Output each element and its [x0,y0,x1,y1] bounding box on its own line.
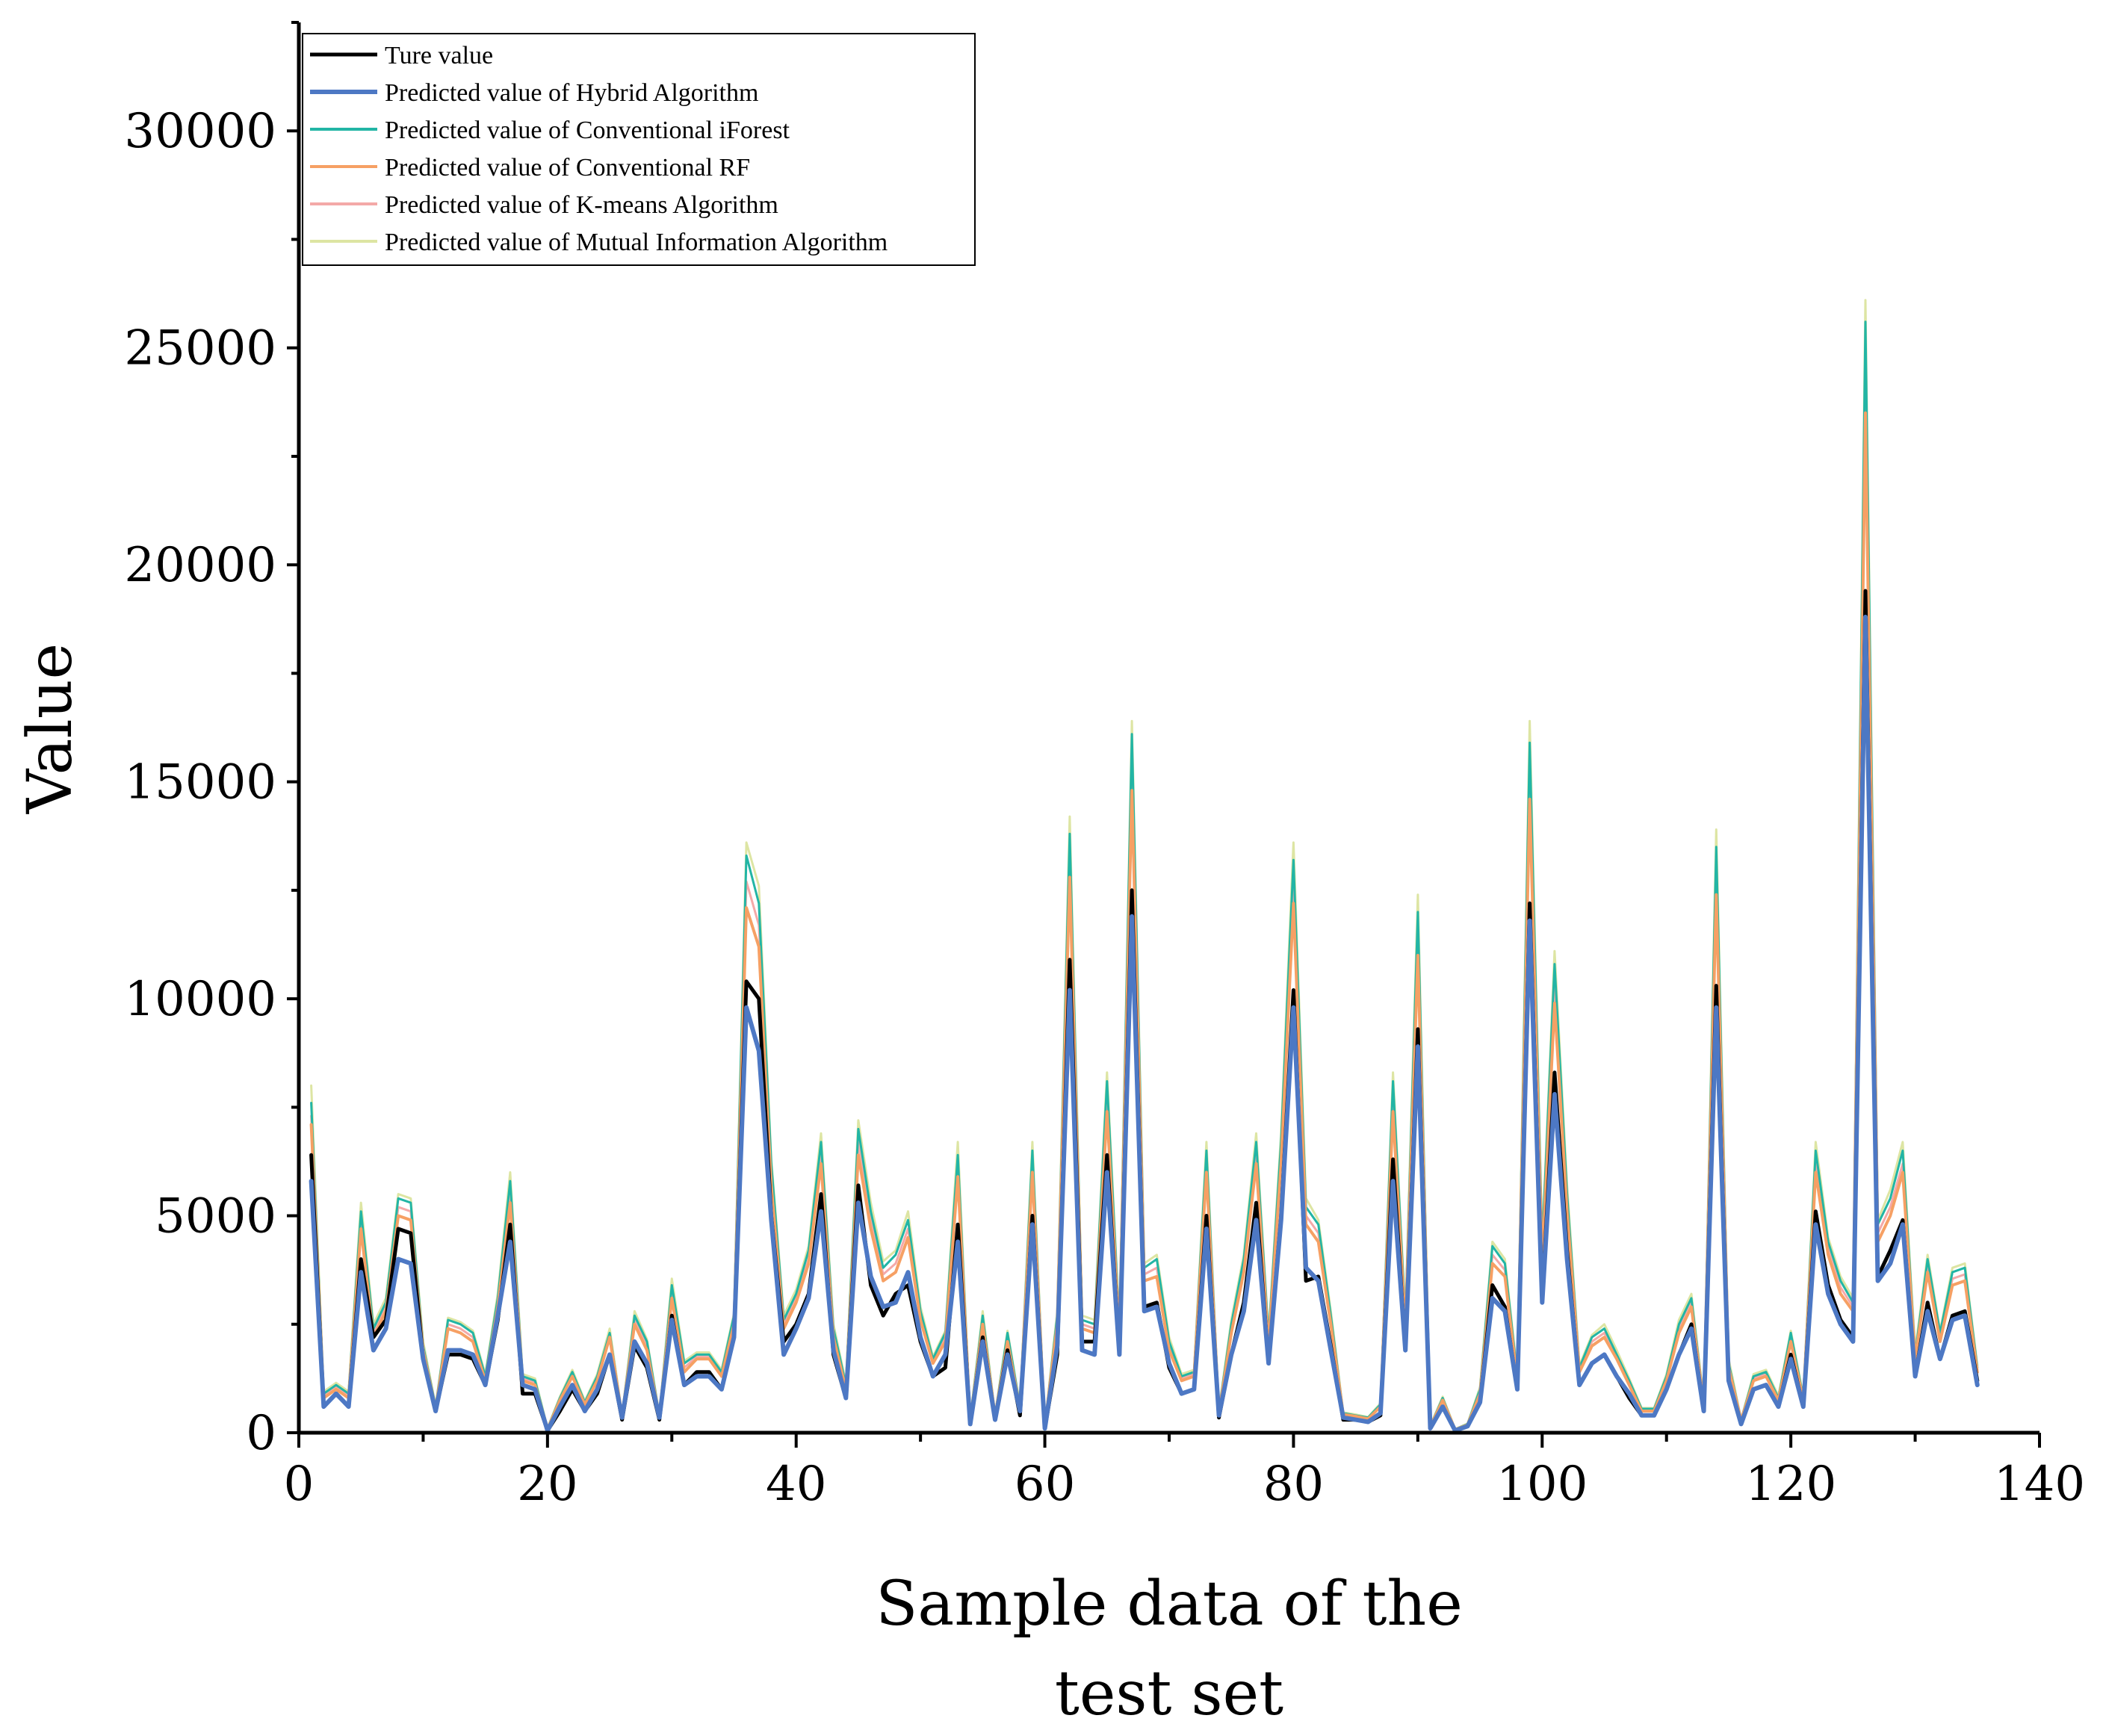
legend-label-3: Predicted value of Conventional RF [385,154,750,182]
y-tick-label: 0 [246,1406,276,1461]
x-tick-label: 100 [1496,1457,1588,1512]
x-axis-title-line-1: Sample data of the [876,1569,1463,1640]
x-axis-title-line-2: test set [1055,1658,1283,1729]
y-tick-label: 25000 [124,321,276,376]
y-tick-label: 20000 [124,538,276,593]
x-tick-label: 40 [766,1457,826,1512]
y-tick-label: 5000 [155,1189,276,1244]
series-line-1 [309,614,1980,1433]
x-tick-label: 60 [1015,1457,1075,1512]
legend-label-4: Predicted value of K-means Algorithm [385,191,778,219]
legend: Ture value Predicted value of Hybrid Algo… [302,33,976,266]
y-axis-title: Value [15,643,86,814]
legend-label-5: Predicted value of Mutual Information Al… [385,229,888,256]
legend-box [302,33,976,266]
x-tick-label: 0 [284,1457,315,1512]
legend-label-0: Ture value [385,42,493,69]
legend-label-2: Predicted value of Conventional iForest [385,117,790,144]
x-tick-label: 80 [1263,1457,1324,1512]
legend-label-1: Predicted value of Hybrid Algorithm [385,79,758,107]
series-layer [309,299,1980,1433]
x-tick-label: 120 [1745,1457,1836,1512]
y-tick-label: 15000 [124,755,276,810]
x-tick-label: 20 [517,1457,577,1512]
y-tick-label: 30000 [124,104,276,159]
x-tick-label: 140 [1994,1457,2085,1512]
y-tick-label: 10000 [124,972,276,1027]
axes-layer: 0 5000 10000 15000 20000 25000 30000 0 20 40 60 80 1… [124,21,2085,1512]
